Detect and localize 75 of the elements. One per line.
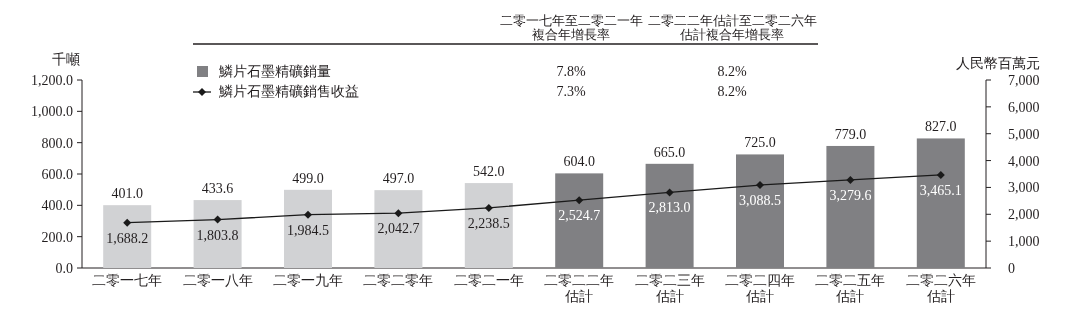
point — [123, 218, 132, 227]
y-tick-label: 600.0 — [41, 167, 73, 182]
y-tick-label: 800.0 — [41, 135, 73, 151]
bar — [464, 183, 513, 268]
y2-tick-label: 4,000 — [1008, 153, 1040, 169]
annotation: 8.2% — [717, 84, 747, 99]
point — [304, 210, 312, 219]
y2-tick-label: 0 — [1008, 261, 1015, 276]
point — [394, 209, 403, 218]
y2-tick-label: 2,000 — [1008, 207, 1040, 223]
y2-tick-label: 7,000 — [1008, 73, 1040, 88]
y-tick-label: 1,200.0 — [31, 73, 73, 88]
data-label: 3,088.5 — [739, 193, 781, 209]
data-label: 1,803.8 — [196, 227, 239, 243]
bar — [736, 154, 784, 268]
point — [213, 215, 222, 224]
data-label: 827.0 — [925, 119, 957, 135]
y-tick-label: 400.0 — [41, 198, 73, 214]
data-label: 433.6 — [201, 181, 234, 197]
point — [575, 196, 584, 205]
x-tick-label: 二零二六年估計 — [905, 273, 976, 305]
data-label: 401.0 — [111, 186, 143, 202]
point — [665, 188, 674, 197]
annotation: 7.3% — [556, 84, 586, 99]
data-label: 604.0 — [563, 154, 595, 170]
x-tick-label: 二零二四年估計 — [725, 273, 795, 305]
x-tick-label: 二零二零年 — [363, 273, 434, 288]
point — [756, 181, 764, 190]
data-label: 2,238.5 — [467, 215, 510, 231]
y-tick-label: 0.0 — [55, 261, 73, 276]
bar — [645, 163, 694, 268]
data-label: 779.0 — [834, 126, 867, 142]
text: 二零一七年至二零二一年複合年增長率 — [499, 14, 643, 43]
y2-tick-label: 1,000 — [1008, 234, 1040, 250]
data-label: 725.0 — [744, 135, 776, 151]
y2-tick-label: 6,000 — [1008, 99, 1040, 115]
x-tick-label: 二零一九年 — [273, 273, 343, 288]
x-tick-label: 二零一七年 — [92, 273, 163, 288]
bar — [284, 189, 332, 268]
data-label: 2,042.7 — [377, 221, 420, 237]
bar — [555, 173, 604, 268]
point — [846, 175, 855, 184]
data-label: 2,524.7 — [558, 208, 601, 224]
data-label: 1,688.2 — [106, 230, 149, 246]
text: 8.2% — [717, 64, 747, 79]
text: 7.8% — [556, 64, 586, 79]
data-label: 499.0 — [292, 170, 324, 186]
data-label: 542.0 — [473, 164, 505, 180]
bar — [374, 190, 423, 268]
legend-label: 鱗片石墨精礦銷量 — [219, 64, 331, 79]
x-tick-label: 二零二二年估計 — [544, 273, 615, 305]
y2-axis-title: 人民幣百萬元 — [956, 56, 1040, 71]
data-label: 497.0 — [382, 171, 415, 187]
point — [936, 170, 945, 179]
text: 二零二二年估計至二零二六年估計複合年增長率 — [647, 14, 817, 43]
point — [484, 203, 493, 212]
x-tick-label: 二零二五年估計 — [815, 273, 886, 305]
bar — [916, 138, 965, 268]
bar — [193, 200, 242, 268]
bar — [826, 145, 875, 268]
y2-tick-label: 3,000 — [1008, 180, 1040, 196]
y-axis-title: 千噸 — [52, 52, 80, 67]
y-tick-label: 200.0 — [41, 229, 73, 245]
bar — [103, 205, 152, 268]
x-tick-label: 二零二一年 — [453, 273, 524, 288]
data-label: 3,279.6 — [829, 187, 872, 203]
x-tick-label: 二零二三年估計 — [634, 273, 705, 305]
y-tick-label: 1,000.0 — [31, 104, 73, 120]
x-tick-label: 二零一八年 — [182, 273, 253, 288]
data-label: 2,813.0 — [648, 200, 691, 216]
legend-label: 鱗片石墨精礦銷售收益 — [219, 84, 359, 99]
data-label: 3,465.1 — [919, 182, 962, 198]
data-label: 1,984.5 — [287, 222, 329, 238]
data-label: 665.0 — [653, 144, 686, 160]
y2-tick-label: 5,000 — [1008, 126, 1040, 142]
